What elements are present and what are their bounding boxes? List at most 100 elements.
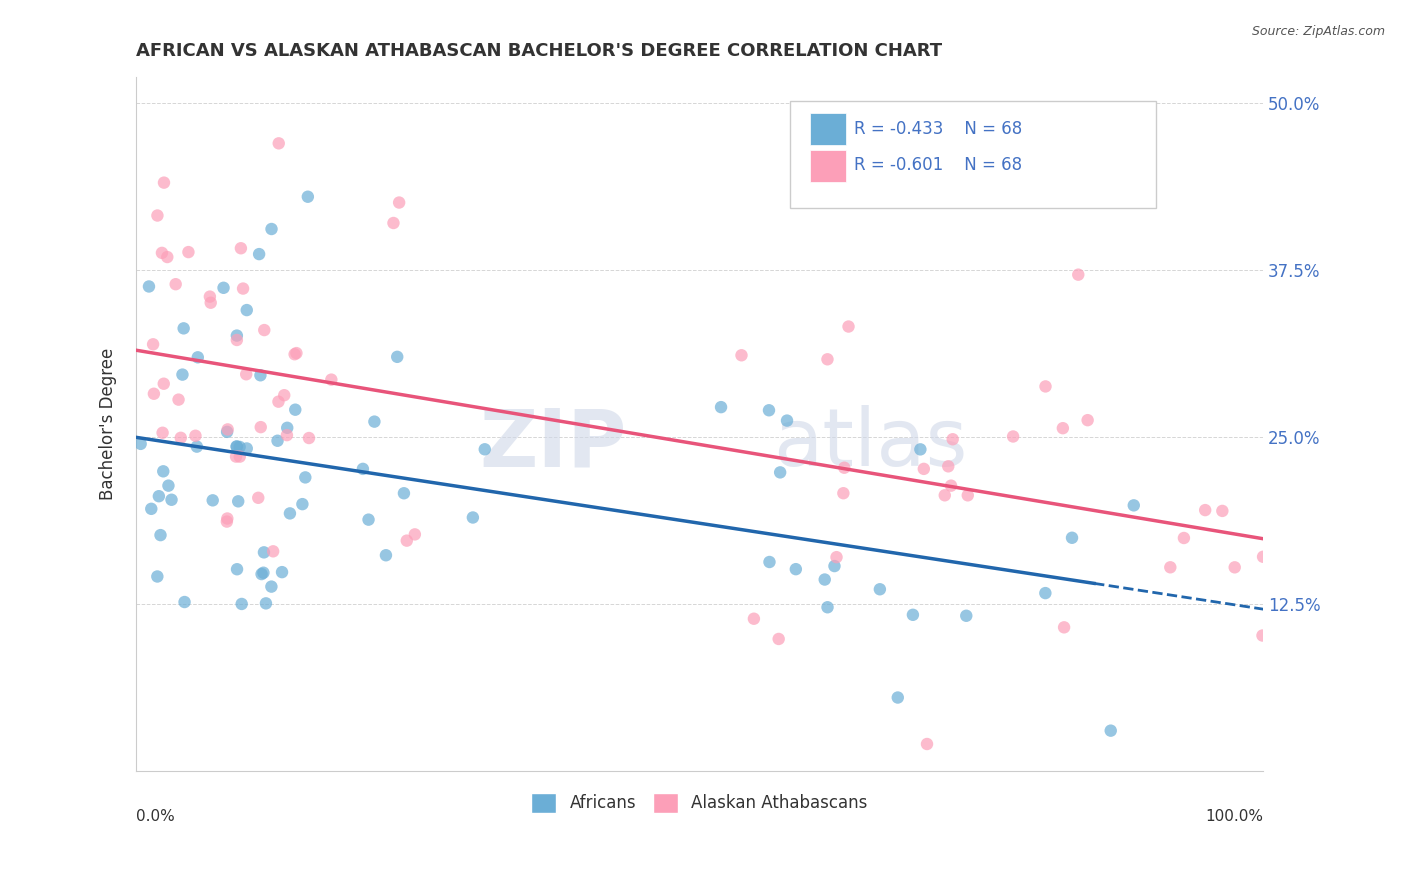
Point (395, 533, 418, 548)
Point (814, 573, 837, 587)
Point (129, 437, 152, 451)
Text: ZIP: ZIP (479, 406, 627, 483)
Point (404, 527, 426, 541)
Point (294, 470, 316, 484)
Point (212, 281, 235, 295)
Point (1159, 560, 1181, 574)
Point (832, 486, 855, 500)
Point (232, 282, 254, 296)
Point (186, 440, 208, 454)
Point (149, 528, 172, 542)
Point (165, 277, 187, 292)
Point (225, 439, 247, 453)
Point (276, 421, 298, 435)
Point (142, 386, 165, 401)
Point (392, 486, 415, 500)
Point (901, 607, 924, 622)
Point (352, 462, 374, 476)
Point (284, 347, 307, 361)
Point (146, 569, 169, 583)
Point (187, 351, 209, 365)
Point (1194, 503, 1216, 517)
Point (229, 241, 252, 255)
Point (267, 394, 290, 409)
Point (1211, 504, 1233, 518)
Point (758, 403, 780, 417)
Point (1002, 429, 1025, 443)
Point (1173, 531, 1195, 545)
Point (152, 464, 174, 478)
Point (887, 690, 910, 705)
Point (225, 440, 247, 454)
Point (942, 432, 965, 446)
Point (1251, 549, 1274, 564)
Point (200, 295, 222, 310)
Point (217, 422, 239, 436)
Point (236, 303, 259, 318)
Point (217, 511, 239, 525)
Point (1251, 628, 1274, 642)
Point (276, 428, 298, 442)
Point (262, 544, 284, 558)
Point (160, 492, 183, 507)
Point (936, 459, 959, 474)
Point (1060, 531, 1083, 545)
FancyBboxPatch shape (790, 101, 1156, 209)
Text: R = -0.601    N = 68: R = -0.601 N = 68 (853, 156, 1022, 175)
Point (1077, 413, 1099, 427)
Point (357, 513, 380, 527)
Point (285, 346, 308, 360)
Point (252, 566, 274, 580)
Point (710, 400, 733, 414)
Point (156, 250, 179, 264)
Point (915, 737, 938, 751)
Point (225, 450, 247, 464)
Point (225, 333, 247, 347)
Point (249, 420, 271, 434)
Point (146, 209, 169, 223)
Point (769, 466, 792, 480)
Point (1099, 723, 1122, 738)
Point (253, 545, 276, 559)
Point (231, 597, 253, 611)
Point (824, 559, 846, 574)
Point (226, 562, 249, 576)
Point (215, 515, 238, 529)
Point (253, 323, 276, 337)
Point (375, 548, 398, 562)
Point (260, 580, 283, 594)
Point (236, 442, 259, 456)
Point (157, 478, 180, 492)
Point (1035, 586, 1057, 600)
Text: R = -0.433    N = 68: R = -0.433 N = 68 (853, 120, 1022, 137)
Point (229, 450, 252, 464)
Point (247, 491, 270, 505)
Point (825, 550, 848, 565)
Point (776, 414, 799, 428)
Point (250, 567, 273, 582)
Text: 100.0%: 100.0% (1205, 809, 1263, 824)
Point (837, 319, 859, 334)
Point (1223, 560, 1246, 574)
Point (1035, 379, 1057, 393)
Point (170, 431, 193, 445)
Point (1052, 421, 1074, 435)
Legend: Africans, Alaskan Athabascans: Africans, Alaskan Athabascans (523, 784, 876, 822)
Text: AFRICAN VS ALASKAN ATHABASCAN BACHELOR'S DEGREE CORRELATION CHART: AFRICAN VS ALASKAN ATHABASCAN BACHELOR'S… (136, 42, 942, 60)
Point (758, 555, 780, 569)
Point (201, 493, 224, 508)
Point (382, 216, 405, 230)
Point (267, 136, 290, 151)
Point (934, 488, 956, 502)
Point (177, 245, 200, 260)
Point (153, 176, 176, 190)
Point (321, 373, 343, 387)
Point (910, 442, 932, 457)
Point (173, 321, 195, 335)
Point (291, 497, 314, 511)
Point (1122, 499, 1144, 513)
Point (1053, 620, 1076, 634)
Point (271, 565, 294, 579)
Point (817, 352, 839, 367)
Point (461, 510, 484, 524)
